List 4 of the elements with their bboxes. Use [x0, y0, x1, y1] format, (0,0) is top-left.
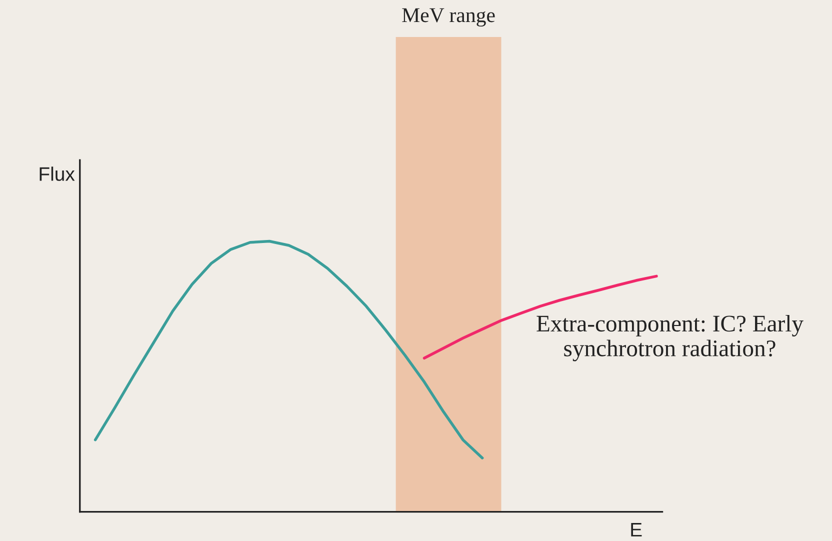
text: MeV range [402, 8, 495, 27]
y-axis-title: Flux [40, 166, 75, 181]
annotation: Extra-component: IC? Early synchrotron radiation? [536, 315, 804, 362]
x-axis-title: E [631, 523, 642, 536]
